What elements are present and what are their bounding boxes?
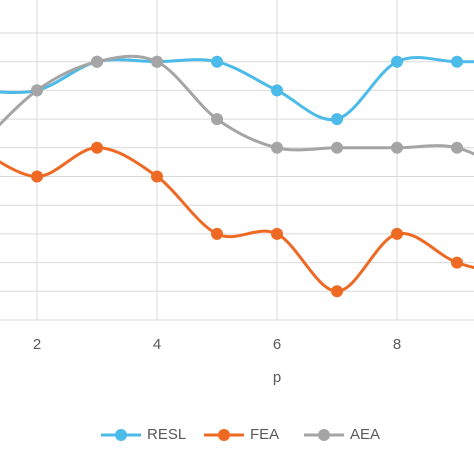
legend: RESL FEA AEA [101, 426, 380, 443]
series-line [0, 146, 474, 293]
legend-marker [218, 429, 230, 441]
x-tick-label: 6 [273, 336, 281, 353]
series-line [0, 55, 474, 122]
data-point [331, 285, 344, 298]
data-point [391, 141, 404, 154]
data-point [451, 256, 464, 269]
data-point [271, 141, 284, 154]
data-point [271, 227, 284, 240]
data-point [151, 55, 164, 68]
data-point [31, 84, 44, 97]
data-point [271, 84, 284, 97]
legend-marker [115, 429, 127, 441]
data-point [391, 55, 404, 68]
data-point [151, 170, 164, 183]
plot-area [0, 54, 474, 298]
data-point [391, 227, 404, 240]
series-line [0, 54, 474, 156]
x-tick-label: 2 [33, 336, 41, 353]
data-point [331, 141, 344, 154]
x-tick-label: 8 [393, 336, 401, 353]
data-point [451, 141, 464, 154]
legend-label: RESL [147, 426, 186, 443]
grid: 2 4 6 8 [0, 0, 474, 353]
data-point [31, 170, 44, 183]
data-point [211, 227, 224, 240]
data-point [91, 55, 104, 68]
legend-label: AEA [350, 426, 380, 443]
data-point [211, 113, 224, 126]
data-point [211, 55, 224, 68]
data-point [451, 55, 464, 68]
x-tick-label: 4 [153, 336, 161, 353]
legend-label: FEA [250, 426, 279, 443]
data-point [91, 141, 104, 154]
data-point [331, 113, 344, 126]
x-axis-label: p [273, 369, 281, 386]
legend-marker [318, 429, 330, 441]
